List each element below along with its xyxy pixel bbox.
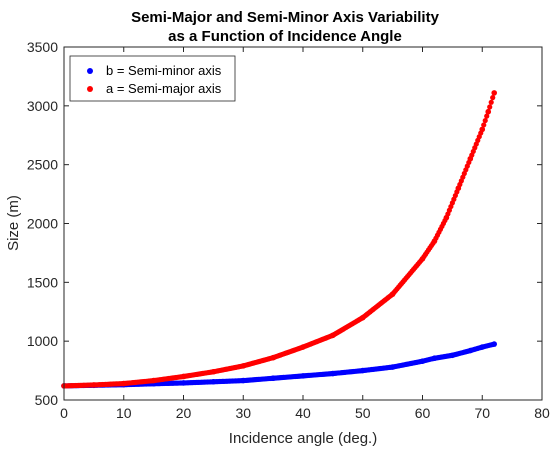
data-point [120, 380, 127, 387]
x-tick-label: 70 [474, 405, 490, 421]
data-point [270, 375, 276, 382]
data-point [270, 354, 276, 361]
y-tick-label: 2500 [27, 157, 58, 173]
plot-area [64, 47, 542, 400]
data-point-interp [482, 117, 488, 124]
x-tick-label: 50 [355, 405, 371, 421]
data-point [479, 344, 486, 350]
data-point [455, 185, 462, 191]
data-point [389, 291, 396, 297]
data-point [449, 352, 456, 359]
y-tick-label: 2000 [27, 216, 58, 232]
legend-marker-semi-major [87, 86, 93, 92]
data-point [150, 377, 157, 384]
data-point [467, 155, 474, 162]
data-point [491, 341, 498, 347]
legend: b = Semi-minor axis a = Semi-major axis [69, 55, 236, 102]
data-point-interp [484, 113, 490, 119]
data-point [491, 90, 498, 96]
data-point [485, 108, 492, 115]
data-point [359, 314, 366, 321]
data-point [210, 378, 217, 385]
chart-title-line-2: as a Function of Incidence Angle [168, 28, 402, 45]
data-point [419, 358, 426, 364]
x-tick-label: 20 [176, 405, 192, 421]
axis-tick-labels: 0 10 20 30 40 50 60 70 80 500 1000 1500 2000 2500 3000… [27, 39, 550, 421]
data-point [467, 347, 474, 354]
data-point [443, 214, 450, 221]
data-point-interp [487, 104, 493, 110]
data-point [300, 344, 306, 350]
x-tick-label: 0 [60, 405, 68, 421]
data-point [359, 367, 366, 374]
x-tick-label: 80 [534, 405, 550, 421]
data-point [419, 255, 426, 262]
x-tick-label: 60 [415, 405, 431, 421]
data-point [479, 126, 486, 133]
data-point [389, 364, 396, 370]
data-point [330, 332, 336, 339]
series-semi-major [61, 90, 498, 389]
x-tick-label: 30 [235, 405, 251, 421]
data-point [240, 363, 247, 369]
legend-box [69, 55, 236, 102]
y-tick-label: 3500 [27, 39, 58, 55]
data-point [330, 370, 336, 377]
data-point [431, 238, 438, 244]
axes-frame [63, 46, 543, 401]
data-point [431, 355, 438, 362]
data-series [61, 90, 498, 389]
x-tick-label: 40 [295, 405, 311, 421]
legend-entry-semi-minor: b = Semi-minor axis [106, 63, 222, 78]
y-tick-label: 1500 [27, 274, 58, 290]
data-point [300, 373, 306, 379]
legend-marker-semi-minor [87, 68, 93, 74]
legend-entry-semi-major: a = Semi-major axis [106, 81, 222, 96]
y-tick-label: 3000 [27, 98, 58, 114]
data-point-interp [481, 122, 487, 128]
chart-title-line-1: Semi-Major and Semi-Minor Axis Variabili… [131, 9, 440, 26]
data-point [91, 382, 97, 388]
data-point [180, 380, 187, 386]
data-point-interp [488, 99, 494, 105]
y-axis-label: Size (m) [5, 195, 22, 251]
y-tick-label: 1000 [27, 333, 58, 349]
y-tick-label: 500 [35, 392, 59, 408]
data-point [240, 377, 247, 384]
data-point [180, 373, 187, 380]
data-point [210, 368, 217, 375]
data-point-interp [490, 95, 496, 101]
x-tick-label: 10 [116, 405, 132, 421]
x-axis-label: Incidence angle (deg.) [229, 430, 377, 447]
